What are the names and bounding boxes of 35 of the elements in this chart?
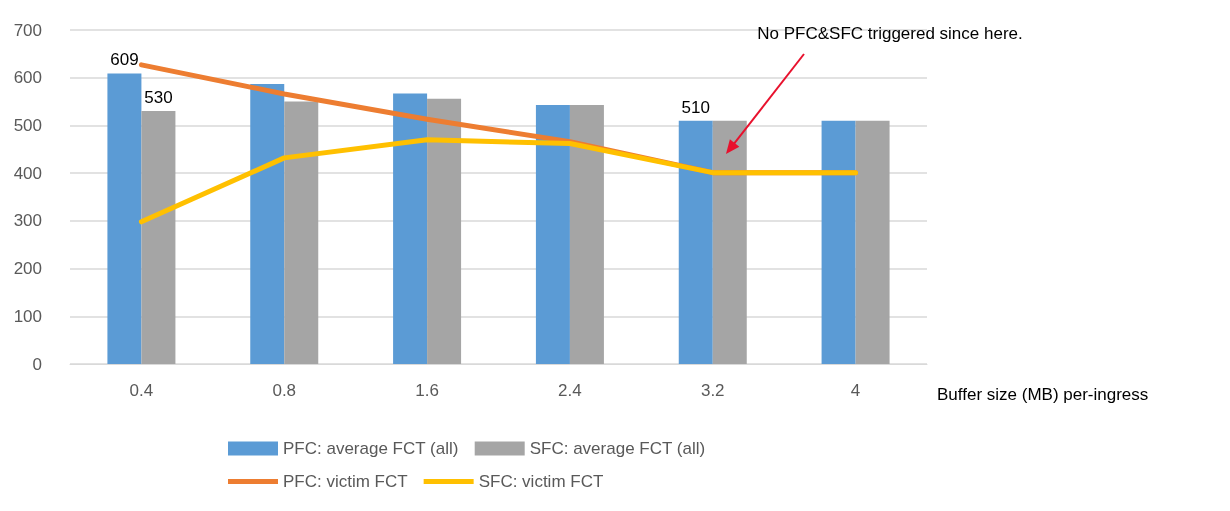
- y-tick-label: 300: [13, 211, 42, 231]
- x-tick-label: 1.6: [415, 381, 439, 400]
- x-tick-label: 0.4: [129, 381, 154, 400]
- data-label: 530: [144, 88, 173, 108]
- bar: [712, 120, 747, 364]
- bar: [250, 83, 285, 364]
- x-tick-label: 0.8: [272, 381, 297, 400]
- bar: [678, 120, 713, 364]
- legend-label: SFC: average FCT (all): [529, 439, 706, 458]
- x-tick-label: 3.2: [700, 381, 725, 400]
- legend-label: PFC: victim FCT: [283, 472, 408, 491]
- bar: [427, 98, 462, 364]
- legend-label: PFC: average FCT (all): [283, 439, 459, 458]
- bar: [284, 101, 319, 364]
- bar: [569, 104, 604, 364]
- bar: [393, 93, 428, 364]
- bar: [107, 73, 142, 364]
- y-tick-label: 0: [32, 354, 42, 374]
- legend-label: SFC: victim FCT: [478, 472, 604, 491]
- bar: [855, 120, 890, 364]
- data-label: 510: [681, 97, 710, 117]
- y-tick-label: 100: [13, 306, 42, 326]
- y-tick-label: 400: [13, 163, 42, 183]
- bar: [535, 104, 570, 364]
- bar: [141, 111, 176, 364]
- bar: [821, 120, 856, 364]
- y-tick-label: 700: [13, 20, 42, 40]
- x-tick-label: 2.4: [558, 381, 582, 400]
- x-tick-label: 4: [850, 381, 861, 400]
- y-tick-label: 500: [13, 115, 42, 135]
- x-axis-title: Buffer size (MB) per-ingress: [937, 385, 1149, 404]
- y-tick-label: 200: [13, 259, 42, 279]
- y-tick-label: 600: [13, 68, 42, 88]
- annotation: No PFC&SFC triggered since here.: [757, 24, 1023, 43]
- data-label: 609: [110, 50, 139, 70]
